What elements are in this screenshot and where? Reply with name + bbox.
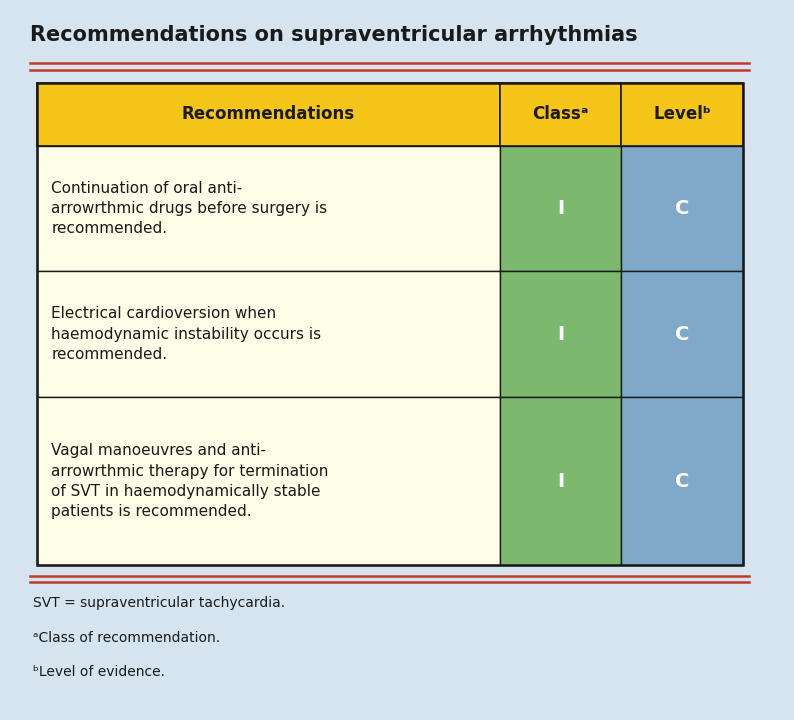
Bar [499, 397, 621, 565]
Bar [37, 145, 499, 271]
Text: ᵇLevel of evidence.: ᵇLevel of evidence. [33, 665, 164, 679]
Bar [37, 271, 499, 397]
Text: Electrical cardioversion when
haemodynamic instability occurs is
recommended.: Electrical cardioversion when haemodynam… [52, 307, 322, 362]
Bar [621, 271, 743, 397]
Text: Recommendations on supraventricular arrhythmias: Recommendations on supraventricular arrh… [29, 25, 638, 45]
Text: Classᵃ: Classᵃ [532, 105, 588, 123]
Bar [37, 397, 499, 565]
Bar [621, 145, 743, 271]
Text: ᵃClass of recommendation.: ᵃClass of recommendation. [33, 631, 220, 644]
Text: Levelᵇ: Levelᵇ [653, 105, 711, 123]
Bar [499, 145, 621, 271]
Text: C: C [675, 472, 689, 491]
Bar [499, 83, 621, 145]
Text: C: C [675, 325, 689, 344]
Bar [621, 83, 743, 145]
Text: Vagal manoeuvres and anti-
arrowrthmic therapy for termination
of SVT in haemody: Vagal manoeuvres and anti- arrowrthmic t… [52, 444, 329, 519]
Bar [499, 271, 621, 397]
Text: SVT = supraventricular tachycardia.: SVT = supraventricular tachycardia. [33, 596, 285, 610]
Text: I: I [557, 472, 564, 491]
Text: Recommendations: Recommendations [182, 105, 355, 123]
Bar [621, 397, 743, 565]
Text: I: I [557, 199, 564, 218]
Text: I: I [557, 325, 564, 344]
Bar [37, 83, 499, 145]
Text: C: C [675, 199, 689, 218]
Text: Continuation of oral anti-
arrowrthmic drugs before surgery is
recommended.: Continuation of oral anti- arrowrthmic d… [52, 181, 327, 236]
Bar [37, 83, 743, 565]
